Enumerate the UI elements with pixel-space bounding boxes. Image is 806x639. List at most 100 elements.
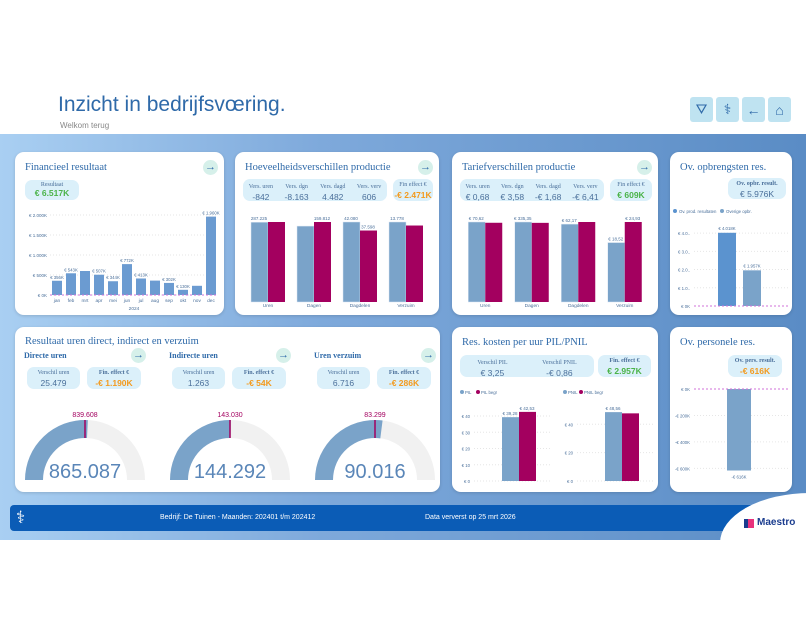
bar-dagen-begroot xyxy=(531,222,549,302)
kpi-item: Verschil PNIL -€ 0,86 xyxy=(542,360,577,378)
data-label: 37.598 xyxy=(361,225,375,230)
x-tick-label: Verzuim xyxy=(397,303,414,309)
bar-aug xyxy=(150,280,160,295)
x-tick-label: feb xyxy=(68,298,75,304)
x-tick-label: Dagdelen xyxy=(350,303,371,309)
kpi-item: Vers. dagd -€ 1,68 xyxy=(535,184,561,202)
kpi-label: Verschil PNIL xyxy=(542,360,577,366)
bar-dagen-begroot xyxy=(314,222,331,302)
data-label: € 356K xyxy=(50,275,64,280)
card-title: Resultaat uren direct, indirect en verzu… xyxy=(25,336,199,347)
gauge-value: 865.087 xyxy=(49,461,121,483)
data-label: € 70,62 xyxy=(469,216,485,221)
y-tick-label: € 30 xyxy=(462,430,471,435)
kpi-label: Resultaat xyxy=(40,182,64,188)
gauge-fill xyxy=(25,420,88,480)
resultaat-kpi: Resultaat € 6.517K xyxy=(25,180,79,200)
legend-dot xyxy=(579,390,583,394)
data-label: € 48,56 xyxy=(605,406,621,411)
kpi-label: Vers. dagd xyxy=(535,184,561,190)
footer-bar: ⚕ Bedrijf: De Tuinen - Maanden: 202401 t… xyxy=(10,505,800,531)
legend-dot xyxy=(563,390,567,394)
data-label: € 1.960K xyxy=(202,211,219,216)
y-tick-label: € 0 xyxy=(567,479,574,484)
x-tick-label: aug xyxy=(151,299,159,304)
gauge-chart: 839.608 865.087 xyxy=(25,412,145,483)
y-tick-label: € 1.0.. xyxy=(678,286,690,291)
home-icon: ⌂ xyxy=(775,101,784,118)
bar-mei xyxy=(108,281,118,295)
arrow-right-icon[interactable]: → xyxy=(637,160,652,175)
y-tick-label: € 10 xyxy=(462,463,471,468)
arrow-right-icon[interactable]: → xyxy=(418,160,433,175)
kpi-value: € 0,68 xyxy=(465,192,490,202)
home-button[interactable]: ⌂ xyxy=(768,97,791,122)
kpi-value: 6.716 xyxy=(332,378,355,388)
y-tick-label: -€ 200K xyxy=(675,413,690,418)
fin-effect-kpi: Fin. effect € -€ 1.190K xyxy=(87,367,141,389)
x-tick-label: Uren xyxy=(263,303,274,309)
data-label: € 335,35 xyxy=(514,216,532,221)
gauge-value: 144.292 xyxy=(194,461,266,483)
bar-uren-realisatie xyxy=(468,221,486,303)
bar-pnil-begr xyxy=(622,413,639,481)
legend-label: PNIL begr xyxy=(584,390,604,395)
section-title: Indirecte uren xyxy=(169,351,218,360)
bar-dagdelen-begroot xyxy=(360,230,377,302)
data-label: € 413K xyxy=(134,272,148,277)
kpi-label: Ov. pers. result. xyxy=(734,358,776,364)
fin-effect-kpi: Fin effect € € 609K xyxy=(610,179,652,201)
doctor-button[interactable]: ⚕ xyxy=(716,97,739,122)
kpi-label: Vers. verv xyxy=(573,184,598,190)
data-label: € 543K xyxy=(64,267,78,272)
kpi-value: 4.482 xyxy=(322,192,344,202)
x-tick-label: Dagdelen xyxy=(568,303,589,309)
y-tick-label: -€ 600K xyxy=(675,466,690,471)
back-button[interactable]: ← xyxy=(742,97,765,122)
bar-uren-begroot xyxy=(485,222,503,302)
kpi-label: Verschil uren xyxy=(327,370,360,376)
kpi-value: 606 xyxy=(361,192,377,202)
verschil-uren-kpi: Verschil uren 1.263 xyxy=(172,367,225,389)
y-tick-label: € 20 xyxy=(565,451,574,456)
x-tick-label: mei xyxy=(109,298,117,304)
kpi-label: Verschil uren xyxy=(182,370,215,376)
gauge-chart: 83.299 90.016 xyxy=(315,412,435,483)
kpi-item: Vers. verv 606 xyxy=(357,184,381,202)
kpi-item: Vers. uren € 0,68 xyxy=(465,184,489,202)
kpi-item: Verschil PIL € 3,25 xyxy=(477,360,507,378)
kpi-value: € 5.976K xyxy=(739,189,775,199)
ov-personele-card: Ov. personele res. Ov. pers. result. -€ … xyxy=(670,327,792,492)
kpi-value: -€ 6,41 xyxy=(572,192,599,202)
fin-effect-kpi: Fin. effect € € 2.957K xyxy=(598,355,651,377)
welcome-text: Welkom terug xyxy=(60,121,110,130)
arrow-right-icon[interactable]: → xyxy=(276,348,291,363)
data-label: € 772K xyxy=(120,258,134,263)
verschil-uren-kpi: Verschil uren 25.479 xyxy=(27,367,80,389)
filter-button[interactable]: ⛛ xyxy=(690,97,713,122)
kpi-value: -842 xyxy=(252,192,270,202)
footer-company: Bedrijf: De Tuinen - Maanden: 202401 t/m… xyxy=(160,514,316,521)
kpi-label: Verschil uren xyxy=(37,370,70,376)
bar-dec xyxy=(206,216,216,295)
bar-dagdelen-realisatie xyxy=(561,223,579,303)
data-label: € 42,53 xyxy=(519,406,535,411)
kpi-value: -€ 1,68 xyxy=(534,192,562,202)
kpi-label: Vers. uren xyxy=(465,184,490,190)
data-label: 159.812 xyxy=(314,216,331,221)
kpi-label: Vers. dgn xyxy=(500,184,524,190)
arrow-right-icon[interactable]: → xyxy=(131,348,146,363)
legend-label: Overige opbr. xyxy=(726,209,752,214)
kpi-label: Vers. dagd xyxy=(320,184,346,190)
arrow-right-icon[interactable]: → xyxy=(421,348,436,363)
financieel-resultaat-card: Financieel resultaat → Resultaat € 6.517… xyxy=(15,152,224,315)
y-tick-label: € 20 xyxy=(462,447,471,452)
data-label: € 62,17 xyxy=(562,218,578,223)
bar-verzuim-begroot xyxy=(624,222,642,302)
hoeveelheid-card: Hoeveelheidsverschillen productie → Vers… xyxy=(235,152,439,315)
legend-label: PIL begr xyxy=(481,390,498,395)
bar-jul xyxy=(136,278,146,295)
arrow-right-icon[interactable]: → xyxy=(203,160,218,175)
pil-pnil-card: Res. kosten per uur PIL/PNIL Verschil PI… xyxy=(452,327,658,492)
